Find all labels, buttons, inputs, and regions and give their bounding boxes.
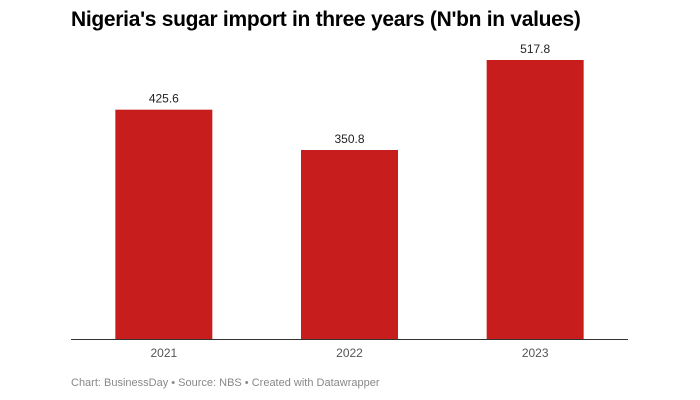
- x-tick-label: 2022: [336, 346, 363, 360]
- data-label: 517.8: [520, 42, 550, 56]
- x-tick-label: 2023: [522, 346, 549, 360]
- chart-title: Nigeria's sugar import in three years (N…: [71, 8, 581, 31]
- bar-2023: [486, 60, 584, 339]
- x-tick-label: 2021: [150, 346, 177, 360]
- bar-2022: [301, 149, 398, 339]
- chart-footer: Chart: BusinessDay • Source: NBS • Creat…: [71, 377, 380, 389]
- data-label: 350.8: [334, 132, 364, 146]
- data-label: 425.6: [149, 92, 179, 106]
- bar-2021: [115, 109, 213, 340]
